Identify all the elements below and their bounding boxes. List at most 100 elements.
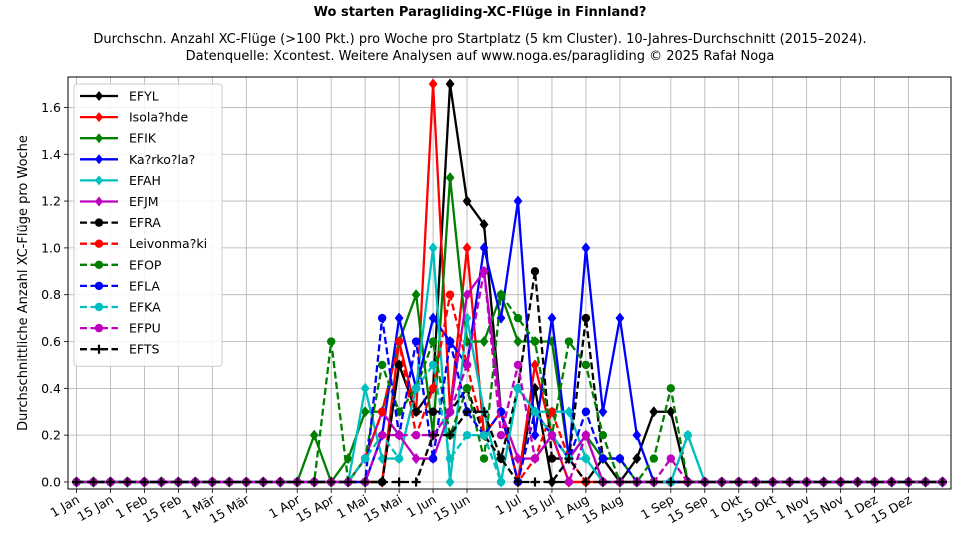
legend-label: Isola?hde [129, 110, 188, 125]
data-point [122, 477, 132, 487]
data-point [445, 290, 455, 299]
legend-item: EFLA [80, 278, 160, 293]
y-axis-label: Durchschnittliche Anzahl XC-Flüge pro Wo… [16, 135, 31, 431]
data-point [88, 477, 98, 487]
data-point [428, 384, 438, 393]
data-point [615, 477, 625, 487]
data-point [428, 407, 438, 416]
legend-item: EFYL [80, 89, 159, 104]
data-point [734, 477, 744, 487]
data-point [411, 289, 421, 301]
legend-marker [95, 133, 103, 144]
data-point [819, 477, 829, 487]
data-point [513, 384, 523, 393]
data-point [530, 407, 540, 416]
data-point [785, 477, 795, 487]
legend-marker [95, 196, 103, 207]
data-point [394, 477, 404, 487]
data-point [292, 477, 302, 487]
legend-marker [95, 91, 103, 101]
legend: EFYL Isola?hde EFIK Ka?rko?la? EFAH EFJM EFRA L… [73, 83, 223, 367]
data-point [547, 312, 557, 324]
data-point [394, 312, 404, 324]
data-point [309, 477, 319, 487]
data-point [445, 172, 455, 184]
legend-label: EFLA [129, 278, 160, 293]
data-point [717, 477, 727, 487]
data-point [462, 430, 472, 440]
data-point [598, 454, 608, 463]
legend-label: EFTS [129, 342, 160, 357]
data-point [462, 360, 472, 370]
y-tick-label: 0.6 [41, 334, 61, 349]
data-point [530, 267, 540, 276]
data-point [581, 360, 591, 370]
data-point [428, 454, 438, 463]
data-point [343, 477, 353, 487]
legend-label: EFJM [129, 194, 159, 209]
data-point [564, 406, 574, 418]
data-point [173, 477, 183, 487]
legend-item: EFJM [80, 194, 159, 209]
series-line [76, 293, 943, 484]
x-tick-label: 1 Jul [493, 492, 524, 518]
x-tick-label: 15 Mai [361, 492, 405, 526]
legend-item: Leivonma?ki [80, 236, 207, 251]
data-point [530, 337, 540, 346]
data-point [496, 477, 506, 487]
data-point [428, 360, 438, 370]
legend-label: EFRA [129, 215, 161, 230]
data-point [462, 407, 472, 417]
series-line [76, 410, 943, 484]
data-point [394, 454, 404, 463]
data-point [428, 78, 438, 90]
data-point [513, 313, 523, 323]
data-point [411, 337, 421, 346]
data-point [513, 195, 523, 207]
chart-subtitle-line-2: Datenquelle: Xcontest. Weitere Analysen … [186, 49, 775, 64]
data-point [904, 477, 914, 487]
data-point [207, 477, 217, 487]
data-point [139, 477, 149, 487]
data-point [513, 335, 523, 348]
legend-item: EFKA [80, 300, 161, 315]
data-point [581, 454, 591, 463]
data-point [428, 242, 438, 254]
legend-label: Leivonma?ki [129, 236, 207, 251]
y-tick-label: 1.0 [41, 240, 61, 255]
data-point [564, 454, 574, 464]
legend-label: EFIK [129, 131, 157, 146]
data-point [445, 430, 455, 440]
data-point [496, 454, 506, 464]
data-point [462, 384, 472, 393]
legend-item: EFRA [80, 215, 161, 230]
data-point [598, 477, 608, 487]
data-point [547, 407, 557, 416]
data-point [581, 407, 591, 416]
data-point [938, 477, 948, 487]
data-point [326, 477, 336, 487]
y-tick-label: 1.4 [41, 147, 61, 162]
data-point [887, 477, 897, 487]
data-point [666, 477, 676, 487]
y-tick-label: 1.6 [41, 100, 61, 115]
data-point [360, 382, 370, 394]
data-point [547, 477, 557, 487]
data-point [581, 430, 591, 440]
data-point [513, 452, 523, 465]
data-point [377, 430, 387, 440]
data-point [462, 195, 472, 207]
data-point [190, 477, 200, 487]
data-point [224, 477, 234, 487]
data-point [377, 313, 387, 323]
x-tick-label: 15 Apr [293, 491, 337, 525]
data-point [445, 476, 455, 488]
series-efts [71, 407, 948, 487]
x-tick-label: 15 Jun [431, 492, 473, 525]
x-tick-label: 15 Jul [520, 492, 558, 522]
data-point [445, 78, 455, 90]
data-point [666, 384, 676, 393]
data-point [513, 360, 523, 370]
